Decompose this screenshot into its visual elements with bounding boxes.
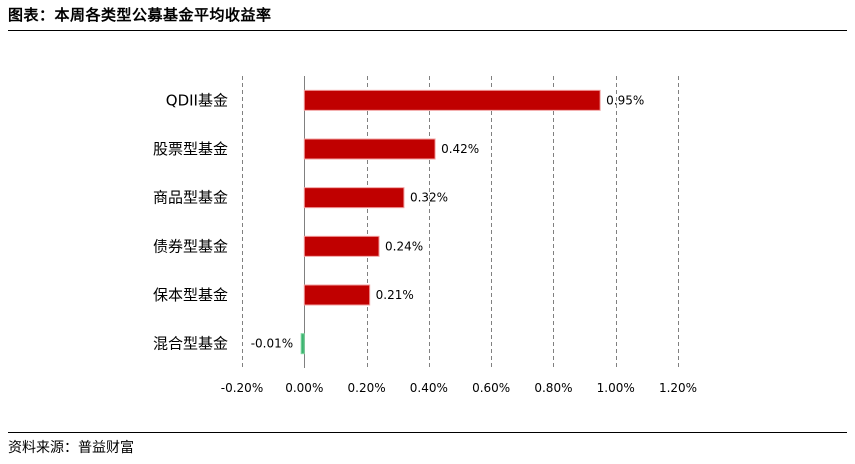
category-label-2: 商品型基金 (153, 189, 228, 207)
source-note: 资料来源：普益财富 (8, 440, 134, 456)
value-label-0: 0.95% (606, 93, 644, 107)
category-label-1: 股票型基金 (153, 140, 228, 158)
title-rule (8, 30, 847, 31)
category-label-4: 保本型基金 (153, 286, 228, 304)
bar-2 (303, 187, 405, 209)
bar-4 (303, 284, 371, 306)
x-tick-label-3: 0.40% (410, 381, 448, 395)
value-label-5: -0.01% (251, 337, 293, 351)
chart-title: 图表：本周各类型公募基金平均收益率 (8, 6, 272, 24)
x-tick-label-6: 1.00% (597, 381, 635, 395)
bar-3 (303, 235, 380, 257)
bar-0 (303, 89, 601, 111)
value-label-2: 0.32% (410, 191, 448, 205)
x-tick-label-2: 0.20% (348, 381, 386, 395)
category-label-0: QDII基金 (166, 91, 228, 109)
value-label-4: 0.21% (376, 288, 414, 302)
value-label-3: 0.24% (385, 239, 423, 253)
x-tick-label-1: 0.00% (285, 381, 323, 395)
category-label-3: 债券型基金 (153, 237, 228, 255)
x-tick-label-4: 0.60% (472, 381, 510, 395)
category-label-5: 混合型基金 (153, 335, 228, 353)
bar-5 (300, 333, 305, 355)
value-label-1: 0.42% (441, 142, 479, 156)
source-rule (8, 432, 847, 433)
x-tick-label-0: -0.20% (221, 381, 263, 395)
x-tick-label-5: 0.80% (534, 381, 572, 395)
x-tick-label-7: 1.20% (659, 381, 697, 395)
bar-1 (303, 138, 436, 160)
